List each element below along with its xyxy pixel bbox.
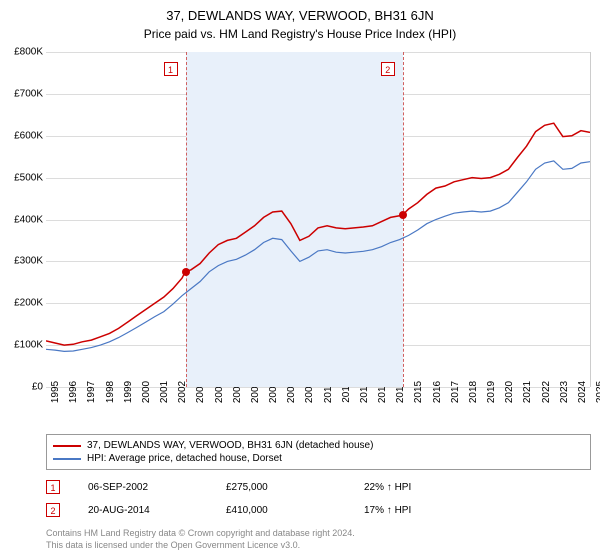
y-axis-label: £400K: [14, 214, 43, 225]
sale-dot: [399, 211, 407, 219]
sale-row-2: 2 20-AUG-2014 £410,000 17% ↑ HPI: [46, 503, 591, 517]
y-axis-label: £600K: [14, 130, 43, 141]
chart-lines: [46, 52, 590, 387]
y-axis-label: £200K: [14, 298, 43, 309]
sale-date: 06-SEP-2002: [88, 482, 198, 493]
sale-price: £410,000: [226, 505, 336, 516]
y-axis-label: £0: [32, 382, 43, 393]
legend-label: 37, DEWLANDS WAY, VERWOOD, BH31 6JN (det…: [87, 440, 373, 451]
footer-attribution: Contains HM Land Registry data © Crown c…: [46, 528, 591, 551]
legend-box: 37, DEWLANDS WAY, VERWOOD, BH31 6JN (det…: [46, 434, 591, 470]
chart-subtitle: Price paid vs. HM Land Registry's House …: [0, 23, 600, 47]
y-axis-label: £700K: [14, 88, 43, 99]
legend-row: 37, DEWLANDS WAY, VERWOOD, BH31 6JN (det…: [53, 439, 584, 452]
sale-price: £275,000: [226, 482, 336, 493]
footer-line2: This data is licensed under the Open Gov…: [46, 540, 591, 552]
footer-line1: Contains HM Land Registry data © Crown c…: [46, 528, 591, 540]
sale-marker-1: 1: [46, 480, 60, 494]
sale-marker-2: 2: [46, 503, 60, 517]
series-property: [46, 123, 590, 345]
legend-label: HPI: Average price, detached house, Dors…: [87, 453, 282, 464]
y-axis-label: £100K: [14, 340, 43, 351]
sale-delta: 22% ↑ HPI: [364, 482, 474, 493]
chart-plot-area: £0£100K£200K£300K£400K£500K£600K£700K£80…: [46, 52, 591, 387]
sale-delta: 17% ↑ HPI: [364, 505, 474, 516]
chart-title: 37, DEWLANDS WAY, VERWOOD, BH31 6JN: [0, 0, 600, 23]
sale-dot: [182, 268, 190, 276]
sale-date: 20-AUG-2014: [88, 505, 198, 516]
x-axis-label: 2025: [595, 381, 600, 403]
legend-row: HPI: Average price, detached house, Dors…: [53, 452, 584, 465]
legend-swatch: [53, 458, 81, 460]
legend-swatch: [53, 445, 81, 447]
y-axis-label: £500K: [14, 172, 43, 183]
sale-row-1: 1 06-SEP-2002 £275,000 22% ↑ HPI: [46, 480, 591, 494]
y-axis-label: £800K: [14, 47, 43, 58]
y-axis-label: £300K: [14, 256, 43, 267]
